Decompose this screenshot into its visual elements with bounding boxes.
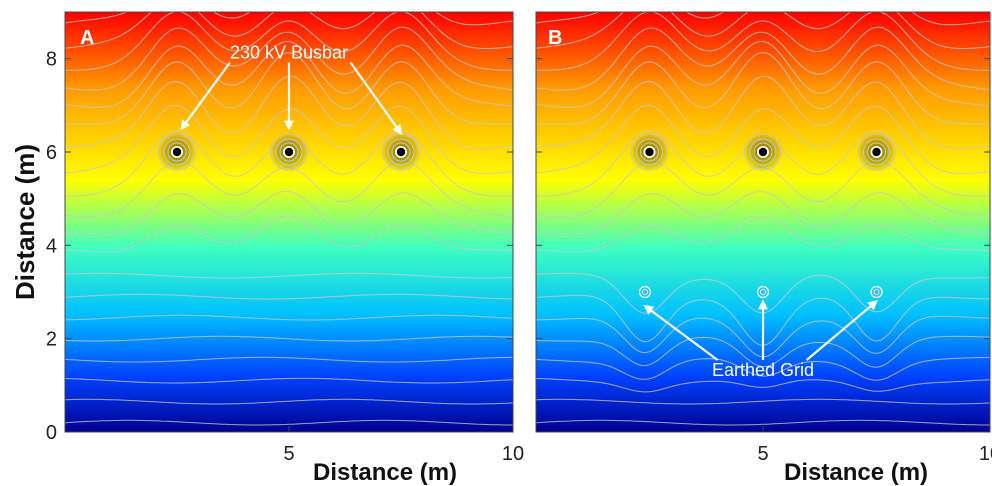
earthed-grid-conductor [760,289,766,295]
busbar-contour-ring [863,138,890,166]
busbar-contour-ring [387,138,415,166]
contour-line [65,335,513,342]
contour-line [65,26,513,91]
annotation-text: 230 kV Busbar [230,43,348,63]
contour-line [536,40,990,108]
contour-line [536,12,990,71]
y-tick-label: 8 [46,49,57,71]
contour-line [536,52,990,125]
contour-line [536,12,990,49]
busbar-contour-ring [631,133,668,171]
annotation-arrow [349,62,403,135]
contour-line [65,190,513,236]
x-tick-label: 5 [757,443,768,465]
busbar-conductor [645,147,654,157]
x-axis-label-a: Distance (m) [313,459,457,486]
contour-line [536,12,990,26]
annotation-arrow [180,62,231,131]
contour-line [65,398,513,405]
busbar-conductor [172,147,182,157]
x-axis-label-b: Distance (m) [784,459,928,486]
contour-line [536,398,990,405]
contour-line [65,356,513,363]
contour-line [65,419,513,426]
contour-line [536,356,990,381]
panel-a: 5 10 0 2 4 6 8 A Distance (m) [46,11,524,486]
earthed-grid-conductor [642,289,648,295]
contour-line [65,293,513,300]
busbar-contour-ring [640,142,659,162]
y-tick-label: 4 [46,235,57,257]
busbar-conductor [396,147,406,157]
annotation-arrow [805,300,879,361]
busbar-contour-ring [279,142,299,162]
conductors-a [157,132,421,172]
earthed-grid-ring [638,285,652,299]
x-tick-label: 10 [502,443,524,465]
contour-line [65,215,513,253]
contour-line [65,314,513,321]
annotation-text: Earthed Grid [712,360,814,380]
annotations: 230 kV Busbar Earthed Grid [180,43,879,380]
busbar-contour-ring [167,142,187,162]
contour-line [536,75,990,150]
busbar-contour-ring [158,133,196,171]
busbar-conductor [284,147,294,157]
annotation-arrow [643,304,719,361]
busbar-contour-ring [858,133,895,171]
conductors-b [629,132,897,299]
busbar-conductor [872,147,881,157]
busbar-contour-ring [744,133,782,171]
contour-line [65,272,513,279]
contour-line [65,12,513,71]
x-tick-label: 10 [979,443,992,465]
busbar-contour-ring [163,138,191,166]
earthed-grid-conductor [873,289,880,295]
x-tick-label: 5 [283,443,294,465]
contour-line [536,335,990,368]
panel-label-a: A [80,27,94,49]
contour-line [536,215,990,253]
busbar-contour-ring [749,138,777,166]
contour-line [536,190,990,236]
ticks-b: 5 10 [536,58,992,465]
contour-line [536,104,990,175]
busbar-contour-ring [636,138,663,166]
busbar-contour-ring [753,142,773,162]
contour-line [536,26,990,91]
contour-line [65,12,513,49]
heatmap-b [536,12,990,432]
earthed-grid-ring [756,285,770,299]
y-axis-label: Distance (m) [10,144,40,300]
busbar-contour-ring [391,142,411,162]
y-tick-label: 6 [46,142,57,164]
contour-line [65,12,513,26]
panel-label-b: B [548,27,562,49]
busbar-conductor [758,147,768,157]
contour-line [65,377,513,384]
ticks-a: 5 10 0 2 4 6 8 [46,49,524,465]
contour-line [65,52,513,125]
busbar-contour-ring [275,138,303,166]
y-tick-label: 2 [46,329,57,351]
busbar-contour-ring [867,142,886,162]
busbar-contour-ring [270,133,308,171]
contour-line [536,419,990,426]
panel-b: 5 10 B Distance (m) [535,11,992,486]
y-tick-label: 0 [46,422,57,444]
earthed-grid-ring [870,285,883,299]
contour-line [65,40,513,108]
contour-line [536,378,990,393]
